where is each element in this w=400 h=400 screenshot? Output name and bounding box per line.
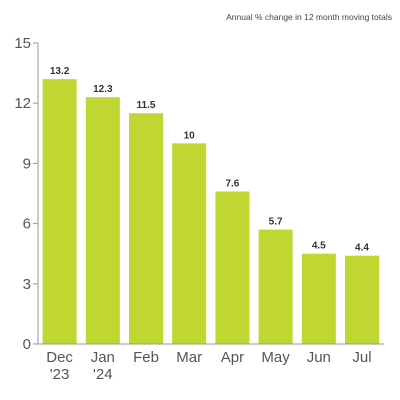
y-axis: 0 3 6 9 12 15: [14, 35, 39, 353]
x-tick-label: Mar: [176, 349, 202, 366]
x-tick-label: Jan: [91, 349, 115, 366]
chart-subtitle: Annual % change in 12 month moving total…: [226, 12, 392, 22]
data-labels: 13.2 12.3 11.5 10 7.6 5.7 4.5 4.4: [50, 66, 370, 254]
x-tick-label: Apr: [221, 349, 244, 366]
x-tick-label: May: [261, 349, 290, 366]
data-label: 5.7: [269, 217, 283, 228]
bar: [172, 143, 207, 344]
data-label: 10: [184, 130, 196, 141]
bar: [129, 113, 163, 344]
data-label: 4.5: [312, 241, 326, 252]
data-label: 7.6: [225, 178, 239, 189]
y-tick-label: 15: [14, 35, 31, 52]
bars: [42, 79, 379, 345]
y-tick-label: 9: [23, 155, 31, 172]
data-label: 4.4: [355, 243, 369, 254]
data-label: 12.3: [93, 84, 113, 95]
x-tick-label: Dec: [46, 349, 73, 366]
bar: [301, 253, 336, 344]
x-tick-label: '23: [50, 366, 70, 383]
data-label: 13.2: [50, 66, 70, 77]
bar: [345, 255, 379, 344]
bar: [258, 229, 293, 344]
x-tick-label: '24: [93, 366, 113, 383]
bar: [215, 191, 250, 344]
x-tick-label: Jun: [307, 349, 331, 366]
bar: [42, 79, 77, 345]
x-tick-label: Feb: [133, 349, 159, 366]
data-label: 11.5: [137, 100, 156, 111]
y-tick-label: 6: [23, 216, 31, 233]
bar: [85, 97, 120, 345]
x-axis: Dec'23 Jan'24 Feb Mar Apr May Jun Jul: [38, 343, 384, 383]
y-tick-label: 12: [14, 95, 31, 112]
y-tick-label: 0: [23, 336, 31, 353]
y-tick-label: 3: [23, 276, 31, 293]
x-tick-label: Jul: [352, 349, 371, 366]
